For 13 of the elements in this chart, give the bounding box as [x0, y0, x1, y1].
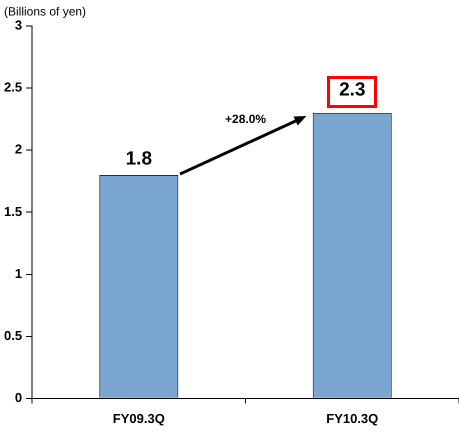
y-tick-label: 1.5 [4, 204, 22, 219]
y-tick-label: 1 [14, 266, 22, 281]
annotation: +28.0% [225, 112, 266, 126]
y-tick-label: 0.5 [4, 328, 22, 343]
y-tick-label: 3 [14, 18, 22, 33]
y-axis-title: (Billions of yen) [4, 4, 86, 18]
y-tick-label: 2.5 [4, 80, 22, 95]
y-tick-label: 2 [14, 142, 22, 157]
data-label: 2.3 [339, 80, 366, 101]
x-tick-label: FY09.3Q [112, 410, 165, 426]
y-tick-label: 0 [14, 390, 22, 405]
data-label: 1.8 [126, 148, 152, 170]
x-tick-label: FY10.3Q [326, 410, 378, 426]
